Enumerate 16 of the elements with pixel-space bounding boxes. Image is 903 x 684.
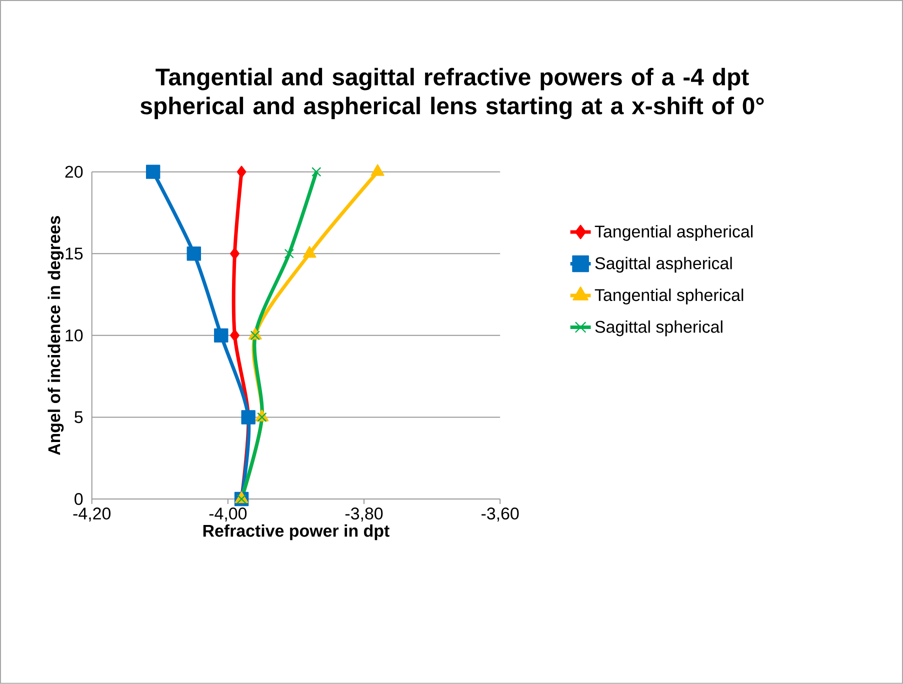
y-tick-label: 10 xyxy=(66,329,83,342)
x-tick-label: -4,20 xyxy=(73,508,111,522)
legend-label: Tangential aspherical xyxy=(594,225,753,241)
y-tick-label: 15 xyxy=(66,248,83,260)
x-tick-label: -3,60 xyxy=(482,508,519,522)
legend-label: Tangential spherical xyxy=(594,288,744,304)
x-axis-title: Refractive power in dpt xyxy=(203,524,390,540)
x-tick-label: -3,80 xyxy=(345,508,383,522)
y-tick-label: 0 xyxy=(74,493,83,506)
y-axis-title: Angel of incidence in degrees xyxy=(48,216,64,456)
legend-label: Sagittal aspherical xyxy=(595,256,732,273)
y-tick-label: 5 xyxy=(74,411,83,424)
chart-title: Tangential and sagittal refractive powers of a -4 dpt spherical and aspherical lens starting at a x-shift of 0° xyxy=(140,68,764,120)
legend-label: Sagittal spherical xyxy=(595,320,722,336)
x-tick-label: -4,00 xyxy=(209,508,247,522)
y-tick-label: 20 xyxy=(65,166,83,178)
